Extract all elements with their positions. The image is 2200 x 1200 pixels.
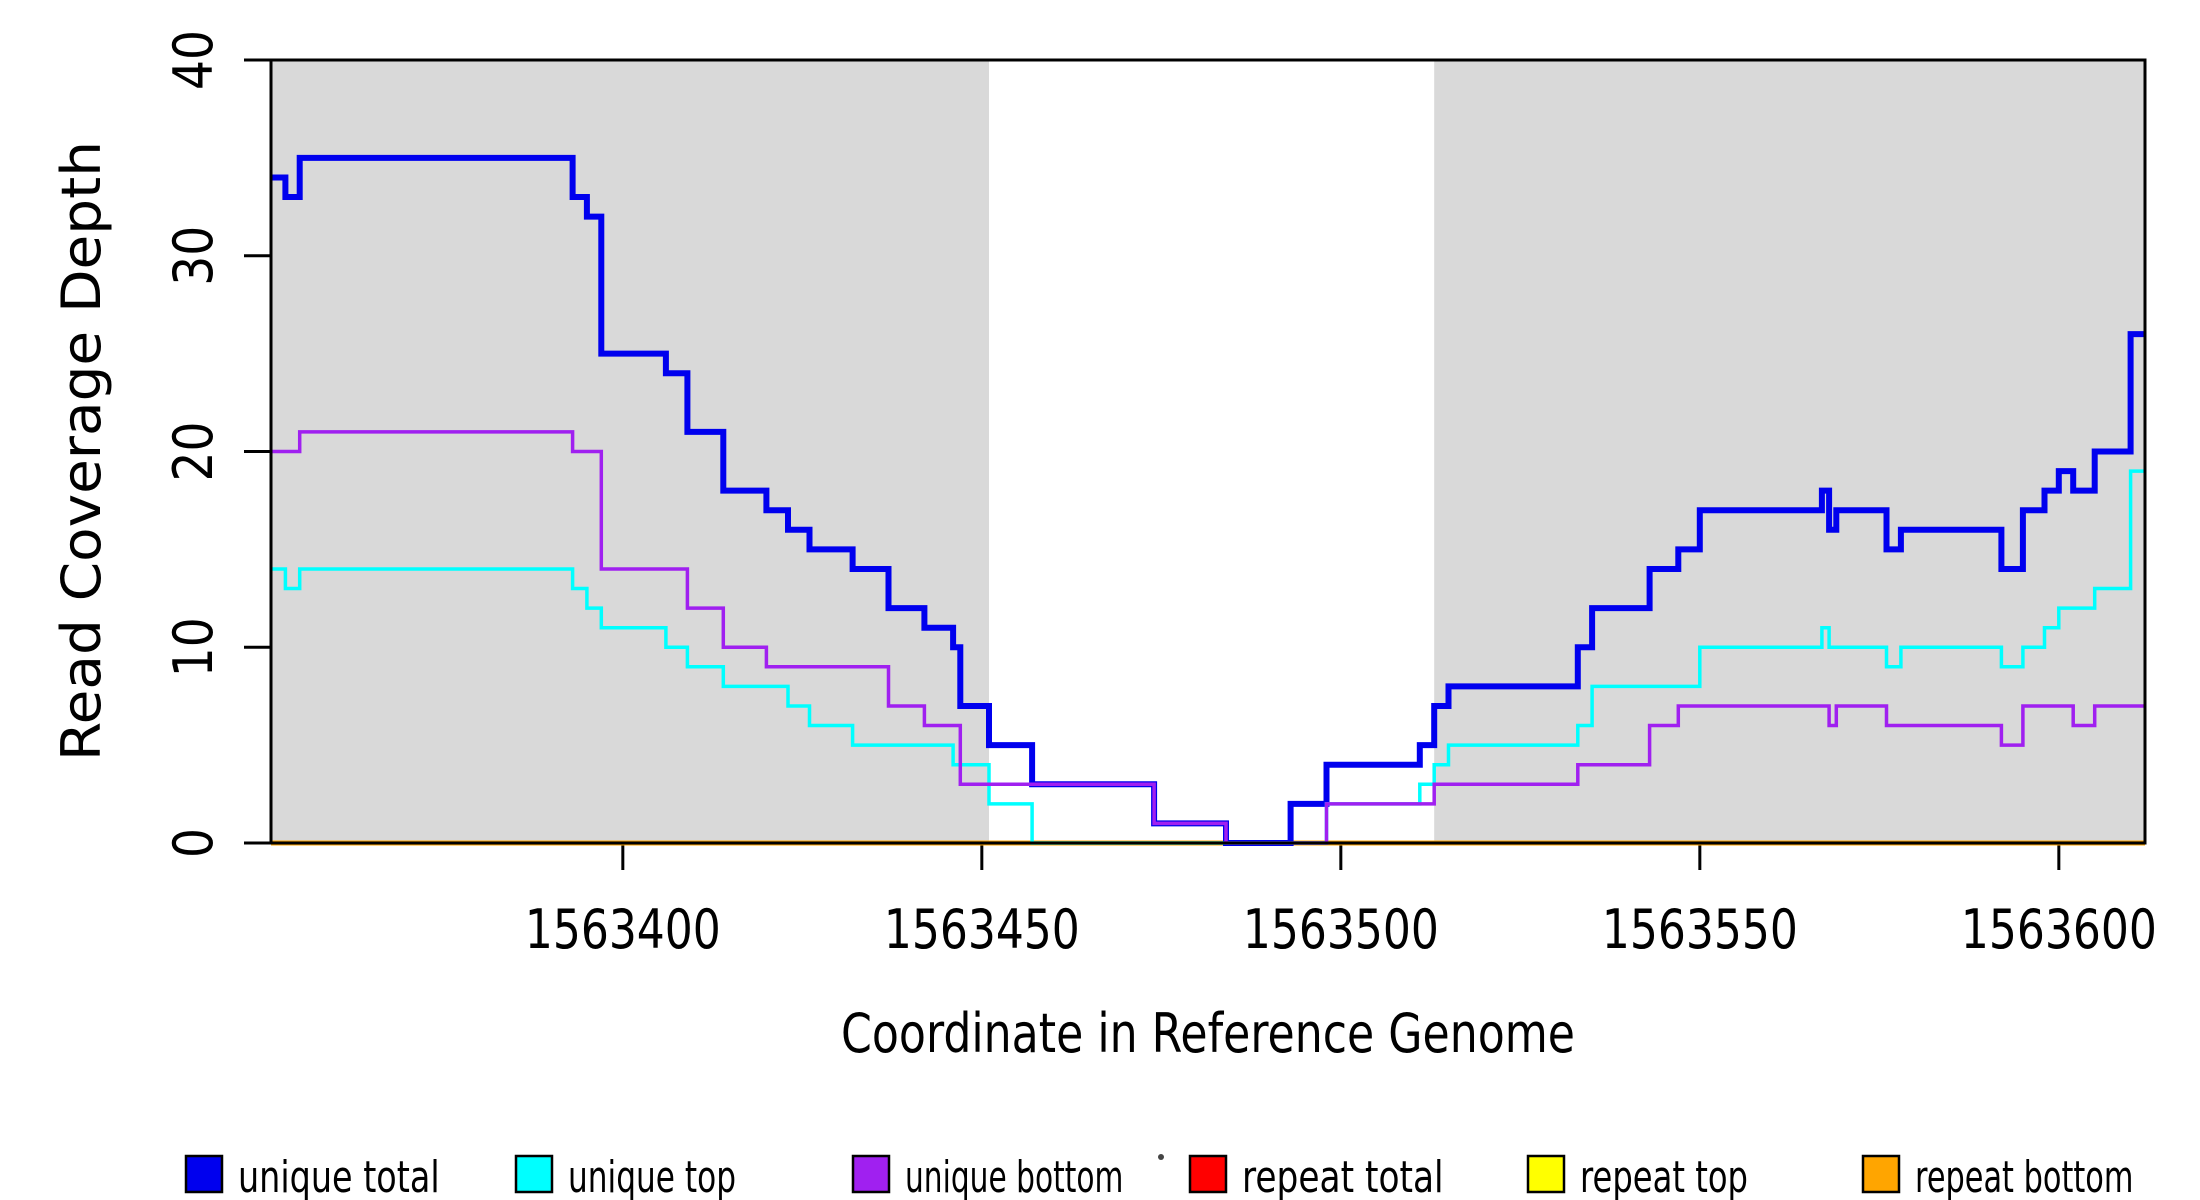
x-tick-label: 1563600: [1961, 898, 2157, 961]
x-tick-label: 1563400: [525, 898, 721, 961]
y-tick-label: 0: [162, 828, 225, 858]
axes: 0 10 20 30 40 1563400 1563450 1563500 1563550 156…: [162, 30, 2157, 961]
shaded-regions: [271, 60, 2145, 843]
legend-artifact-dot: [1158, 1154, 1164, 1160]
x-tick-label: 1563550: [1602, 898, 1798, 961]
x-tick-label: 1563500: [1243, 898, 1439, 961]
y-tick-label: 30: [162, 226, 225, 286]
legend-label: unique total: [238, 1152, 440, 1200]
legend-marker: [184, 1154, 224, 1194]
legend-item: repeat bottom: [1861, 1152, 2133, 1200]
legend-item: unique bottom: [851, 1152, 1123, 1200]
series-unique-total: [271, 154, 2145, 846]
legend-label: unique top: [568, 1152, 736, 1200]
y-tick-label: 10: [162, 617, 225, 677]
legend-marker: [1861, 1154, 1901, 1194]
legend-label: repeat top: [1580, 1152, 1748, 1200]
series-unique-bottom: [271, 430, 2145, 845]
y-tick-label: 20: [162, 422, 225, 482]
x-tick-label: 1563450: [884, 898, 1080, 961]
y-tick-label: 40: [162, 30, 225, 90]
y-axis-title: Read Coverage Depth: [50, 141, 113, 761]
legend-item: repeat total: [1188, 1152, 1444, 1200]
legend-item: repeat top: [1526, 1152, 1748, 1200]
series-unique-top: [271, 469, 2145, 845]
legend-marker: [851, 1154, 891, 1194]
plot-frame: [269, 58, 2147, 845]
legend-item: unique top: [514, 1152, 736, 1200]
x-axis-title: Coordinate in Reference Genome: [841, 1002, 1575, 1065]
legend-marker: [1188, 1154, 1228, 1194]
shaded-region: [271, 60, 990, 843]
legend: unique total unique top unique bottom repea…: [184, 1152, 2133, 1200]
legend-label: unique bottom: [905, 1152, 1123, 1200]
legend-label: repeat bottom: [1915, 1152, 2133, 1200]
legend-label: repeat total: [1242, 1152, 1444, 1200]
legend-marker: [1526, 1154, 1566, 1194]
shaded-region: [1434, 60, 2145, 843]
legend-marker: [514, 1154, 554, 1194]
legend-item: unique total: [184, 1152, 440, 1200]
